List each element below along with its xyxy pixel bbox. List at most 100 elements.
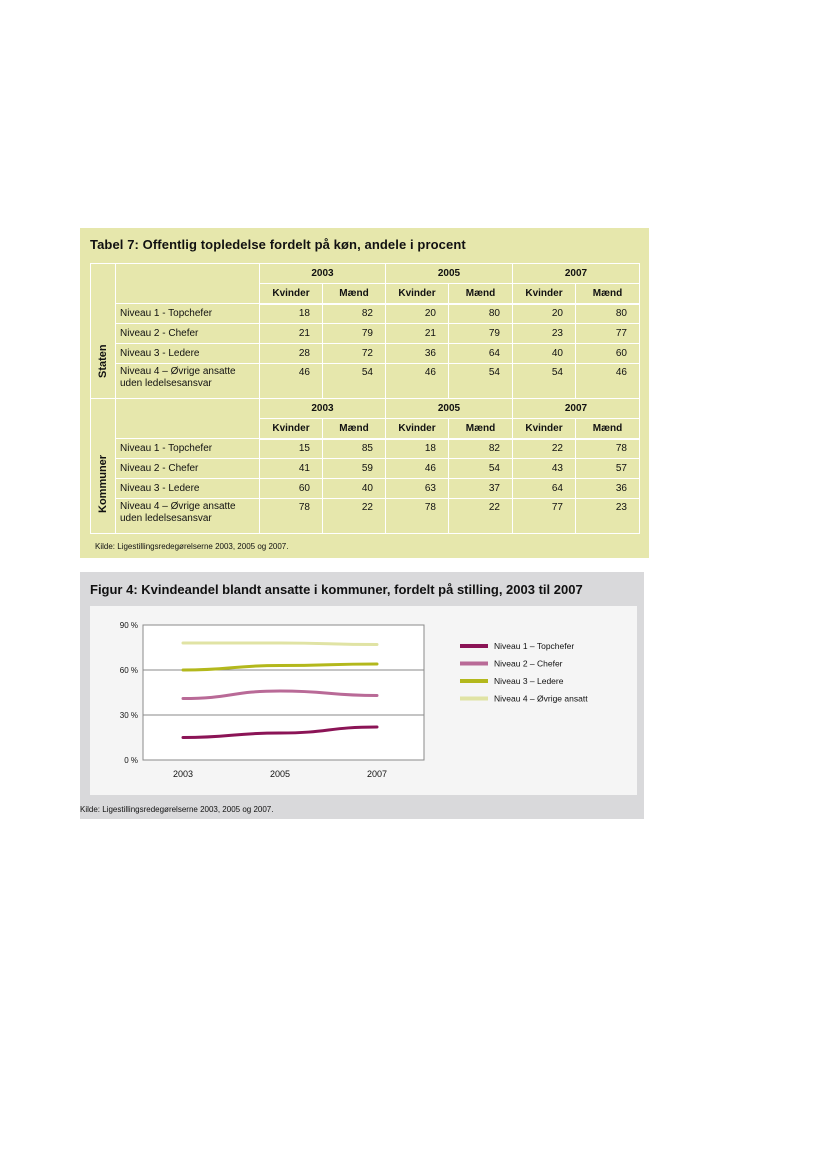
y-tick-label: 30 % [120, 711, 138, 720]
header-maend: Mænd [322, 418, 386, 440]
header-kvinder: Kvinder [512, 418, 576, 440]
table-wrap: Staten 2003 2005 2007 Kvinder Mænd Kvinder Mænd… [90, 263, 640, 534]
figure-panel: Figur 4: Kvindeandel blandt ansatte i ko… [80, 572, 644, 819]
header-kvinder: Kvinder [512, 283, 576, 305]
value-cell: 77 [575, 323, 640, 344]
table-row: Niveau 3 - Ledere 28 72 36 64 40 60 [91, 343, 640, 364]
table-row: Niveau 4 – Øvrige ansatte uden ledelsesa… [91, 363, 640, 399]
blank-header-cell [115, 398, 260, 439]
header-maend: Mænd [448, 418, 513, 440]
value-cell: 18 [259, 303, 323, 324]
value-cell: 20 [512, 303, 576, 324]
y-tick-label: 90 % [120, 621, 138, 630]
value-cell: 54 [512, 363, 576, 399]
value-cell: 41 [259, 458, 323, 479]
year-header: 2007 [512, 398, 640, 419]
header-maend: Mænd [448, 283, 513, 305]
header-maend: Mænd [322, 283, 386, 305]
value-cell: 54 [448, 458, 513, 479]
value-cell: 64 [448, 343, 513, 364]
x-tick-label: 2005 [270, 769, 290, 779]
value-cell: 40 [322, 478, 386, 499]
value-cell: 79 [448, 323, 513, 344]
row-label: Niveau 3 - Ledere [115, 478, 260, 499]
value-cell: 40 [512, 343, 576, 364]
blank-header-cell [115, 263, 260, 304]
value-cell: 43 [512, 458, 576, 479]
value-cell: 78 [259, 498, 323, 534]
value-cell: 78 [575, 438, 640, 459]
table-title: Tabel 7: Offentlig topledelse fordelt på… [90, 237, 466, 252]
row-label: Niveau 4 – Øvrige ansatte uden ledelsesa… [115, 498, 260, 534]
value-cell: 72 [322, 343, 386, 364]
year-header: 2003 [259, 398, 386, 419]
figure-source: Kilde: Ligestillingsredegørelserne 2003,… [80, 805, 274, 814]
value-cell: 15 [259, 438, 323, 459]
row-label: Niveau 1 - Topchefer [115, 438, 260, 459]
y-tick-label: 60 % [120, 666, 138, 675]
header-kvinder: Kvinder [385, 418, 449, 440]
section-label: Staten [97, 344, 109, 378]
year-header-row: Staten 2003 2005 2007 [90, 263, 640, 399]
value-cell: 77 [512, 498, 576, 534]
value-cell: 79 [322, 323, 386, 344]
legend-label: Niveau 1 – Topchefer [494, 641, 574, 651]
value-cell: 63 [385, 478, 449, 499]
section-label-cell: Kommuner [90, 398, 116, 534]
value-cell: 20 [385, 303, 449, 324]
legend-label: Niveau 3 – Ledere [494, 676, 564, 686]
line-chart: 0 % 30 % 60 % 90 % 2003 2005 2007 Niveau 1 – To… [120, 621, 588, 779]
table-row: Niveau 1 - Topchefer 18 82 20 80 20 80 [91, 303, 640, 324]
header-kvinder: Kvinder [259, 283, 323, 305]
value-cell: 36 [385, 343, 449, 364]
value-cell: 60 [575, 343, 640, 364]
value-cell: 60 [259, 478, 323, 499]
table-row: Niveau 2 - Chefer 41 59 46 54 43 57 [91, 458, 640, 479]
row-label: Niveau 3 - Ledere [115, 343, 260, 364]
value-cell: 82 [322, 303, 386, 324]
table-panel: Tabel 7: Offentlig topledelse fordelt på… [80, 228, 649, 558]
value-cell: 46 [259, 363, 323, 399]
year-header-row: Kommuner 2003 2005 2007 [90, 398, 640, 534]
row-label: Niveau 2 - Chefer [115, 458, 260, 479]
value-cell: 46 [575, 363, 640, 399]
value-cell: 46 [385, 458, 449, 479]
year-header: 2005 [385, 398, 513, 419]
x-tick-label: 2007 [367, 769, 387, 779]
value-cell: 54 [448, 363, 513, 399]
value-cell: 37 [448, 478, 513, 499]
value-cell: 36 [575, 478, 640, 499]
y-tick-label: 0 % [124, 756, 138, 765]
value-cell: 21 [385, 323, 449, 344]
year-header: 2005 [385, 263, 513, 284]
value-cell: 22 [448, 498, 513, 534]
series-line [181, 689, 379, 700]
gender-header-row: Kvinder Mænd Kvinder Mænd Kvinder Mænd [91, 418, 640, 440]
row-label: Niveau 4 – Øvrige ansatte uden ledelsesa… [115, 363, 260, 399]
data-table: Staten 2003 2005 2007 Kvinder Mænd Kvinder Mænd… [90, 263, 640, 534]
header-kvinder: Kvinder [385, 283, 449, 305]
value-cell: 80 [575, 303, 640, 324]
table-row: Niveau 2 - Chefer 21 79 21 79 23 77 [91, 323, 640, 344]
header-maend: Mænd [575, 283, 640, 305]
value-cell: 18 [385, 438, 449, 459]
x-tick-label: 2003 [173, 769, 193, 779]
year-header: 2007 [512, 263, 640, 284]
gender-header-row: Kvinder Mænd Kvinder Mænd Kvinder Mænd [91, 283, 640, 305]
table-row: Niveau 3 - Ledere 60 40 63 37 64 36 [91, 478, 640, 499]
value-cell: 64 [512, 478, 576, 499]
value-cell: 59 [322, 458, 386, 479]
series-line [181, 725, 379, 739]
table-row: Niveau 4 – Øvrige ansatte uden ledelsesa… [91, 498, 640, 534]
value-cell: 22 [322, 498, 386, 534]
series-line [181, 641, 379, 646]
value-cell: 23 [575, 498, 640, 534]
value-cell: 28 [259, 343, 323, 364]
series-line [181, 662, 379, 672]
legend-label: Niveau 2 – Chefer [494, 659, 563, 669]
value-cell: 46 [385, 363, 449, 399]
value-cell: 54 [322, 363, 386, 399]
row-label: Niveau 2 - Chefer [115, 323, 260, 344]
value-cell: 82 [448, 438, 513, 459]
value-cell: 21 [259, 323, 323, 344]
